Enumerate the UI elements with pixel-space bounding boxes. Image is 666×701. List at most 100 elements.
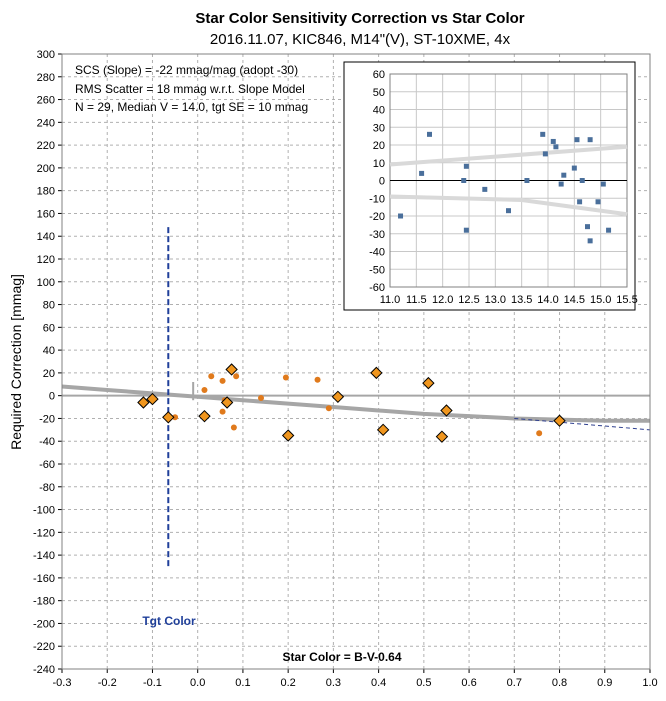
y-tick-label: 260 bbox=[37, 95, 55, 107]
data-diamond bbox=[376, 423, 390, 437]
inset-point bbox=[587, 137, 593, 143]
y-tick-label: 240 bbox=[37, 117, 55, 129]
data-dot bbox=[282, 374, 289, 381]
x-tick-label: -0.2 bbox=[98, 677, 117, 689]
y-tick-label: -180 bbox=[33, 596, 55, 608]
inset-y-tick-label: 30 bbox=[373, 122, 385, 134]
data-diamond bbox=[146, 392, 159, 406]
inset-point bbox=[571, 165, 577, 171]
y-tick-label: 300 bbox=[37, 49, 55, 61]
x-tick-label: 0.6 bbox=[461, 677, 476, 689]
x-tick-label: -0.3 bbox=[53, 677, 72, 689]
inset-y-tick-label: 40 bbox=[373, 105, 385, 117]
annotation-line-3: N = 29, Median V = 14.0, tgt SE = 10 mma… bbox=[75, 100, 308, 114]
inset-point bbox=[542, 151, 548, 157]
x-tick-label: -0.1 bbox=[143, 677, 162, 689]
data-diamond bbox=[553, 414, 566, 427]
x-tick-label: 0.4 bbox=[371, 677, 386, 689]
inset-x-tick-label: 13.0 bbox=[485, 294, 506, 306]
inset-x-tick-label: 13.5 bbox=[511, 294, 532, 306]
data-dot bbox=[208, 373, 215, 380]
inset-x-tick-label: 15.0 bbox=[590, 294, 611, 306]
data-diamond bbox=[198, 409, 211, 423]
inset-point bbox=[463, 163, 469, 169]
y-tick-label: -80 bbox=[39, 482, 55, 494]
inset-point bbox=[461, 178, 467, 183]
data-dot bbox=[536, 430, 543, 437]
inset-point bbox=[595, 199, 601, 205]
data-diamond bbox=[435, 430, 449, 443]
inset-point bbox=[585, 224, 590, 230]
data-diamond bbox=[422, 376, 435, 390]
data-diamond bbox=[331, 390, 345, 404]
x-axis-label: Star Color = B-V-0.64 bbox=[282, 650, 401, 664]
x-tick-label: 1.0 bbox=[642, 677, 657, 689]
data-diamond bbox=[137, 396, 150, 409]
inset-y-tick-label: 0 bbox=[379, 176, 385, 188]
chart-title: Star Color Sensitivity Correction vs Sta… bbox=[195, 10, 524, 27]
y-tick-label: 100 bbox=[37, 277, 55, 289]
y-tick-label: 220 bbox=[37, 140, 55, 152]
inset-point bbox=[419, 170, 425, 176]
annotation-box: SCS (Slope) = -22 mmag/mag (adopt -30) R… bbox=[75, 63, 308, 114]
y-tick-label: 200 bbox=[37, 163, 55, 175]
inset-y-tick-label: 60 bbox=[373, 69, 385, 81]
inset-point bbox=[463, 227, 469, 233]
y-tick-label: 140 bbox=[37, 231, 55, 243]
inset-point bbox=[550, 138, 556, 144]
y-tick-label: 40 bbox=[43, 345, 55, 357]
x-tick-label: 0.3 bbox=[326, 677, 341, 689]
y-tick-label: 0 bbox=[49, 391, 55, 403]
y-tick-label: -160 bbox=[33, 573, 55, 585]
data-dot bbox=[230, 424, 237, 431]
inset-lower-band bbox=[389, 194, 628, 217]
data-dot bbox=[233, 373, 240, 380]
y-tick-label: -60 bbox=[39, 459, 55, 471]
inset-x-tick-label: 14.0 bbox=[537, 294, 558, 306]
x-tick-label: 0.7 bbox=[507, 677, 522, 689]
main-marks bbox=[61, 227, 651, 567]
y-tick-label: 120 bbox=[37, 254, 55, 266]
inset-point bbox=[561, 172, 567, 178]
inset-point bbox=[587, 238, 593, 244]
data-diamond bbox=[162, 411, 175, 424]
inset-point bbox=[427, 131, 432, 137]
y-tick-label: -140 bbox=[33, 550, 55, 562]
data-dot bbox=[172, 414, 179, 421]
inset-x-tick-label: 15.5 bbox=[616, 294, 637, 306]
annotation-line-1: SCS (Slope) = -22 mmag/mag (adopt -30) bbox=[75, 63, 298, 77]
y-tick-label: -200 bbox=[33, 618, 55, 630]
inset-point bbox=[540, 131, 546, 137]
data-diamond bbox=[220, 396, 234, 409]
data-dot bbox=[201, 386, 208, 393]
inset-y-tick-label: -50 bbox=[369, 264, 385, 276]
y-tick-label: -120 bbox=[33, 527, 55, 539]
inset-point bbox=[524, 178, 530, 183]
chart-subtitle: 2016.11.07, KIC846, M14"(V), ST-10XME, 4… bbox=[210, 31, 511, 48]
dashed-slope-line bbox=[514, 417, 651, 431]
x-tick-label: 0.1 bbox=[235, 677, 250, 689]
y-tick-label: -40 bbox=[39, 436, 55, 448]
inset-point bbox=[398, 213, 404, 219]
trend-curve bbox=[61, 384, 650, 423]
y-tick-label: -240 bbox=[33, 664, 55, 676]
inset-x-tick-label: 11.5 bbox=[406, 294, 427, 306]
inset-point bbox=[553, 144, 559, 150]
x-tick-label: 0.9 bbox=[597, 677, 612, 689]
inset-point bbox=[606, 227, 612, 233]
y-tick-label: 160 bbox=[37, 208, 55, 220]
x-tick-label: 0.5 bbox=[416, 677, 431, 689]
inset-y-tick-label: -40 bbox=[369, 247, 385, 259]
y-tick-label: -220 bbox=[33, 641, 55, 653]
inset-point bbox=[574, 137, 580, 143]
inset-y-tick-label: -30 bbox=[369, 229, 385, 241]
inset-y-tick-label: -60 bbox=[369, 282, 385, 294]
data-dot bbox=[219, 377, 226, 384]
y-tick-label: 80 bbox=[43, 300, 55, 312]
inset-x-tick-label: 11.0 bbox=[380, 294, 401, 306]
data-diamond bbox=[281, 429, 295, 442]
inset-x-tick-label: 12.0 bbox=[432, 294, 453, 306]
annotation-line-2: RMS Scatter = 18 mmag w.r.t. Slope Model bbox=[75, 82, 305, 96]
